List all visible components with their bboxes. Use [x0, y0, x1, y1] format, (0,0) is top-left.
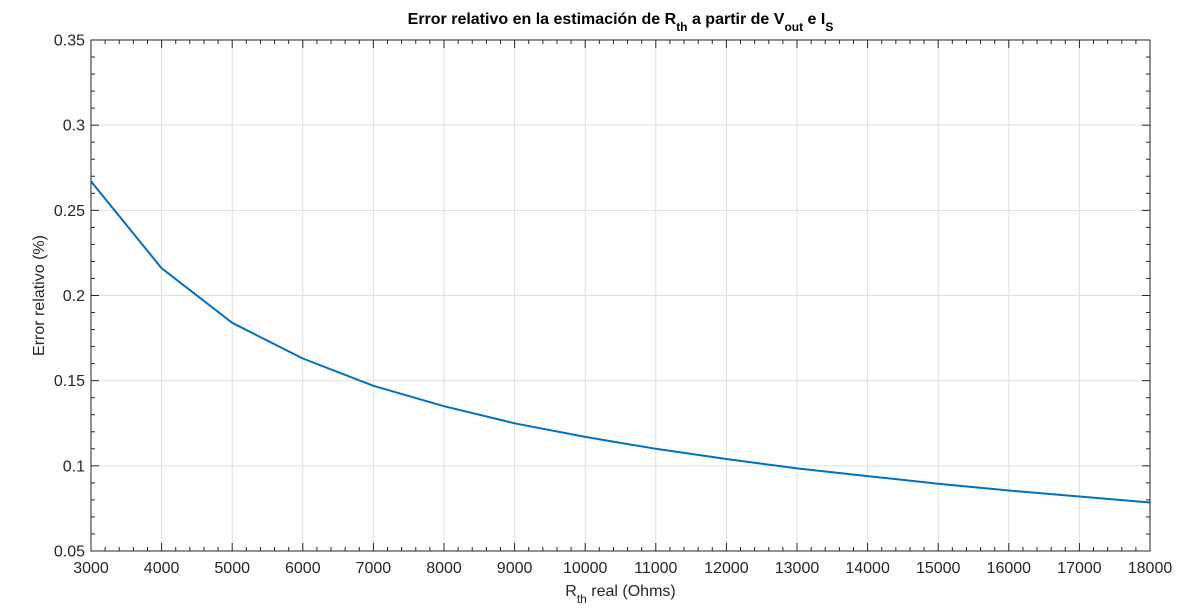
x-tick-label: 17000	[1057, 560, 1102, 577]
x-tick-labels: 3000 4000 5000 6000 7000 8000 9000 10000 11000 12…	[73, 560, 1172, 577]
x-tick-label: 5000	[214, 560, 250, 577]
x-tick-label: 11000	[634, 560, 677, 577]
text-segment: R	[565, 583, 577, 600]
x-tick-label: 7000	[356, 560, 392, 577]
x-tick-label: 16000	[987, 560, 1032, 577]
x-tick-label: 8000	[426, 560, 462, 577]
x-tick-label: 18000	[1128, 560, 1173, 577]
subscript: th	[577, 592, 587, 606]
series-line	[90, 180, 1151, 504]
y-tick-label: 0.25	[54, 203, 85, 220]
x-tick-label: 6000	[285, 560, 321, 577]
subscript: th	[676, 20, 687, 34]
y-tick-labels: 0.05 0.1 0.15 0.2 0.25 0.3 0.35	[54, 33, 85, 561]
x-tick-label: 13000	[775, 560, 820, 577]
series-layer	[90, 180, 1151, 504]
y-tick-label: 0.15	[54, 373, 85, 390]
y-tick-label: 0.2	[63, 288, 85, 305]
text-segment: Error relativo en la estimación de R	[408, 11, 677, 28]
y-axis-label: Error relativo (%)	[31, 235, 48, 356]
chart-title: Error relativo en la estimación de Rth a…	[408, 11, 834, 34]
y-tick-label: 0.35	[54, 33, 85, 50]
y-tick-label: 0.1	[63, 458, 85, 475]
text-segment: a partir de V	[688, 11, 785, 28]
subscript: out	[784, 20, 803, 34]
x-tick-label: 12000	[704, 560, 749, 577]
y-tick-label: 0.3	[63, 118, 85, 135]
x-tick-label: 4000	[144, 560, 180, 577]
x-tick-label: 15000	[916, 560, 961, 577]
y-tick-label: 0.05	[54, 544, 85, 561]
x-tick-label: 14000	[845, 560, 890, 577]
x-tick-label: 9000	[497, 560, 533, 577]
axes-box	[90, 39, 1151, 552]
x-tick-label: 10000	[563, 560, 608, 577]
subscript: S	[825, 20, 833, 34]
text-segment: e I	[803, 11, 825, 28]
x-axis-label: Rth real (Ohms)	[565, 583, 675, 606]
x-tick-label: 3000	[73, 560, 109, 577]
minor-ticks	[91, 40, 1150, 551]
text-segment: real (Ohms)	[587, 583, 676, 600]
